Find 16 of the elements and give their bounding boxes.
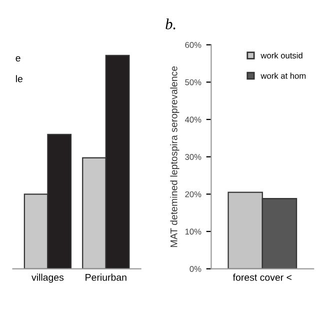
y-axis-title: MAT detemined leptospira seroprevalence (170, 66, 180, 247)
annotation: e (16, 56, 20, 62)
y-tick-label: 30% (185, 154, 202, 160)
y-tick-label: 20% (185, 191, 202, 198)
x-tick-label: villages (32, 274, 64, 283)
y-tick-label: 60% (185, 42, 202, 48)
y-tick-label: 40% (184, 116, 202, 123)
y-tick-label: 50% (185, 79, 202, 86)
y-tick-label: 0% (190, 266, 202, 272)
y-tick-label: 10% (185, 228, 202, 235)
annotation: le (16, 75, 22, 82)
chart-title: b. (166, 18, 176, 30)
x-tick-label: Periurban (86, 274, 126, 281)
legend-label: work at hom (260, 72, 306, 79)
legend-label: work outsid (260, 52, 302, 58)
x-tick-label: forest cover < (232, 274, 292, 281)
